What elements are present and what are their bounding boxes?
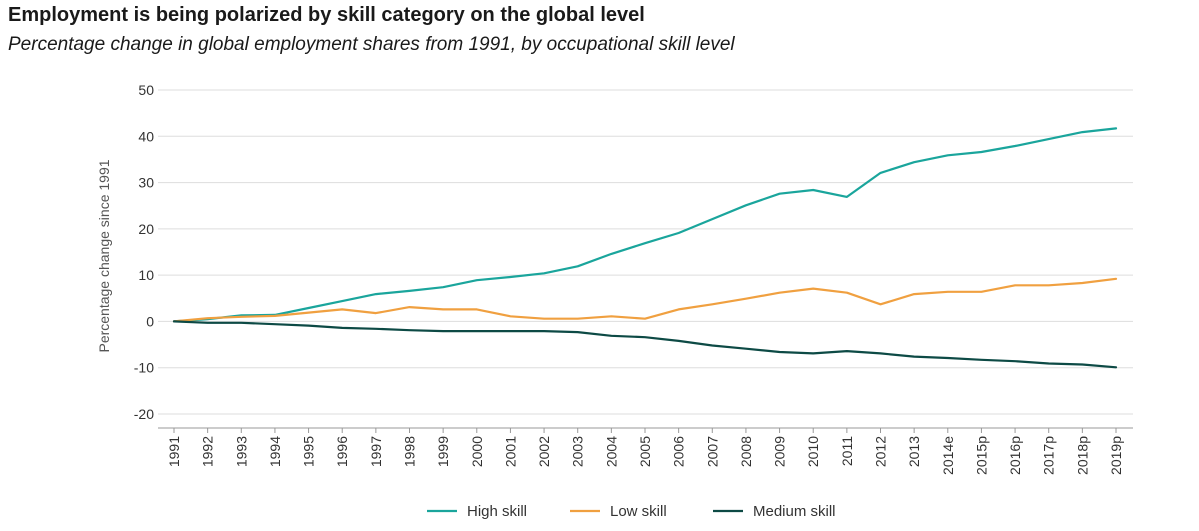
y-tick-label: -10 [134,360,154,376]
x-tick-label: 2004 [603,436,619,467]
y-tick-label: 0 [146,313,154,329]
x-tick-label: 2015p [973,436,989,475]
grid-lines [158,89,1133,415]
x-tick-label: 2008 [738,436,754,467]
x-tick-label: 2006 [671,436,687,467]
legend: High skill Low skill Medium skill [427,503,836,520]
series-line-low-skill [172,277,1118,323]
y-tick-label: 50 [138,82,154,98]
legend-entry: Medium skill [753,503,836,520]
y-tick-label: 40 [138,128,154,144]
y-tick-label: 20 [138,221,154,237]
series-line-high-skill [172,127,1118,323]
x-tick-label: 2014e [940,436,956,475]
x-tick-label: 2018p [1074,436,1090,475]
x-tick-label: 1991 [166,436,182,467]
x-tick-label: 2010 [805,436,821,467]
x-tick-label: 2017p [1041,436,1057,475]
x-axis-ticks: 1991 1992 1993 1994 1995 1996 1997 1998 1999 2000… [166,428,1124,475]
x-tick-label: 2012 [873,436,889,467]
legend-entry: Low skill [610,503,667,520]
x-tick-label: 1992 [200,436,216,467]
x-tick-label: 1998 [402,436,418,467]
x-tick-label: 2002 [536,436,552,467]
x-tick-label: 1995 [301,436,317,467]
x-tick-label: 1993 [233,436,249,467]
legend-entry: High skill [467,503,527,520]
x-tick-label: 2011 [839,436,855,466]
y-tick-label: -20 [134,406,154,422]
series-lines [172,127,1118,369]
x-tick-label: 2019p [1108,436,1124,475]
x-tick-label: 1996 [334,436,350,467]
x-tick-label: 1997 [368,436,384,467]
x-tick-label: 2005 [637,436,653,467]
x-tick-label: 2016p [1007,436,1023,475]
y-tick-label: 30 [138,175,154,191]
series-line-medium-skill [172,320,1118,369]
x-tick-label: 1994 [267,436,283,467]
x-tick-label: 2013 [906,436,922,467]
x-tick-label: 1999 [435,436,451,467]
x-tick-label: 2009 [772,436,788,467]
x-tick-label: 2003 [570,436,586,467]
y-tick-label: 10 [138,267,154,283]
y-axis-label: Percentage change since 1991 [96,159,112,352]
chart-subtitle: Percentage change in global employment s… [8,34,735,55]
x-tick-label: 2007 [704,436,720,467]
x-tick-label: 2000 [469,436,485,467]
x-tick-label: 2001 [502,436,518,467]
chart-title: Employment is being polarized by skill c… [8,4,645,26]
y-axis-ticks: 50 40 30 20 10 0 -10 -20 [134,82,154,422]
